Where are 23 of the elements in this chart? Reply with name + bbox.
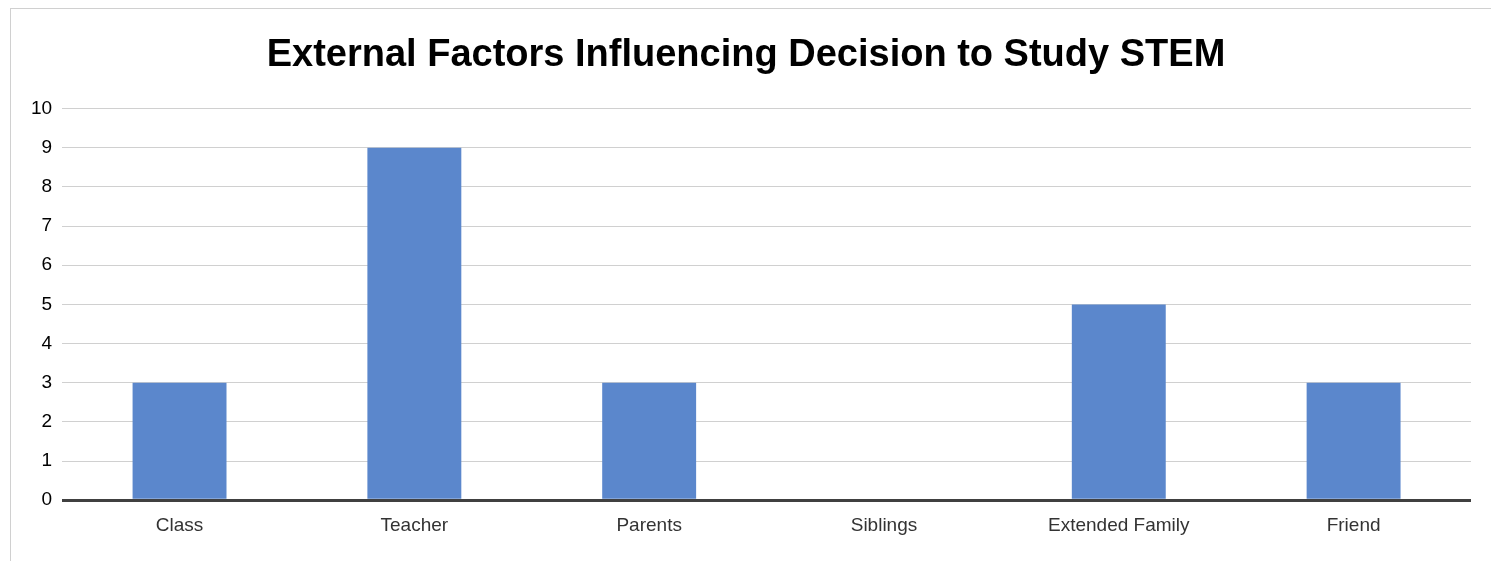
bar (602, 382, 697, 499)
x-tick-label: Extended Family (1048, 513, 1191, 535)
chart-title: External Factors Influencing Decision to Study STEM (266, 32, 1226, 75)
y-tick-label: 8 (41, 175, 53, 197)
x-tick-label: Parents (616, 513, 682, 535)
bar (132, 382, 227, 499)
x-tick-label: Friend (1326, 513, 1381, 535)
y-tick-label: 7 (41, 214, 53, 236)
x-tick-label: Class (155, 513, 204, 535)
x-tick-label: Siblings (850, 513, 918, 535)
y-tick-label: 2 (41, 410, 53, 432)
y-tick-label: 9 (41, 135, 53, 157)
y-tick-label: 0 (41, 488, 53, 510)
bar (1071, 304, 1166, 499)
y-tick-label: 10 (30, 96, 53, 118)
y-tick-label: 4 (41, 331, 53, 353)
y-tick-label: 5 (41, 292, 53, 314)
bar (367, 147, 462, 499)
y-tick-label: 1 (41, 449, 53, 471)
bar (1306, 382, 1401, 499)
x-tick-label: Teacher (380, 513, 449, 535)
y-tick-label: 6 (41, 253, 53, 275)
y-tick-label: 3 (41, 370, 53, 392)
